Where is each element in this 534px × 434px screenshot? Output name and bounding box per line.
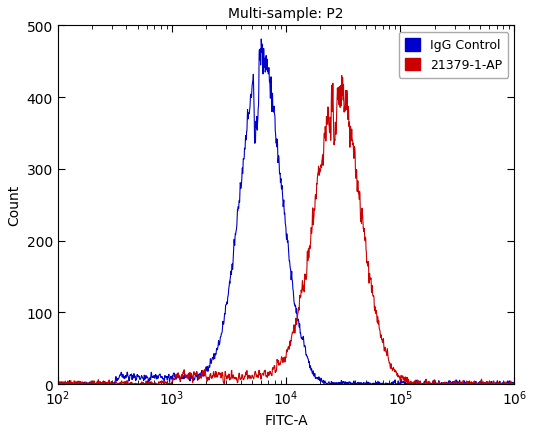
Title: Multi-sample: P2: Multi-sample: P2 [229, 7, 344, 21]
21379-1-AP [249, 374, 255, 379]
IgG Control [258, 37, 264, 43]
21379-1-AP [315, 171, 321, 176]
Legend: IgG Control, 21379-1-AP: IgG Control, 21379-1-AP [398, 33, 508, 79]
Y-axis label: Count: Count [7, 184, 21, 226]
Line: IgG Control: IgG Control [58, 40, 514, 384]
IgG Control [511, 381, 517, 386]
IgG Control [109, 381, 115, 387]
IgG Control [266, 79, 273, 84]
21379-1-AP [109, 380, 115, 385]
IgG Control [56, 381, 62, 387]
IgG Control [54, 381, 61, 386]
IgG Control [90, 381, 97, 386]
21379-1-AP [511, 381, 517, 386]
Line: 21379-1-AP: 21379-1-AP [58, 76, 514, 384]
IgG Control [258, 43, 265, 49]
21379-1-AP [90, 378, 97, 384]
21379-1-AP [59, 381, 65, 387]
IgG Control [315, 377, 321, 382]
21379-1-AP [339, 74, 345, 79]
21379-1-AP [54, 381, 61, 386]
X-axis label: FITC-A: FITC-A [264, 413, 308, 427]
IgG Control [249, 89, 255, 95]
21379-1-AP [266, 372, 273, 378]
21379-1-AP [258, 377, 264, 382]
